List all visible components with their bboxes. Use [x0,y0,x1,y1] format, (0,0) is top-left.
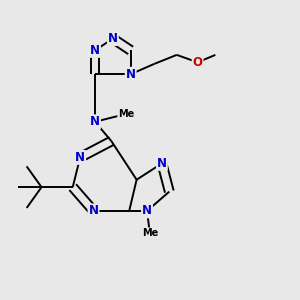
Text: N: N [108,32,118,45]
Text: N: N [142,204,152,218]
Text: N: N [126,68,136,81]
Text: Me: Me [142,228,158,238]
Text: N: N [75,151,85,164]
Text: O: O [193,56,202,69]
Text: Me: Me [118,109,134,119]
Text: N: N [90,44,100,57]
Text: N: N [90,115,100,128]
Text: N: N [157,157,167,170]
Text: N: N [88,204,98,218]
